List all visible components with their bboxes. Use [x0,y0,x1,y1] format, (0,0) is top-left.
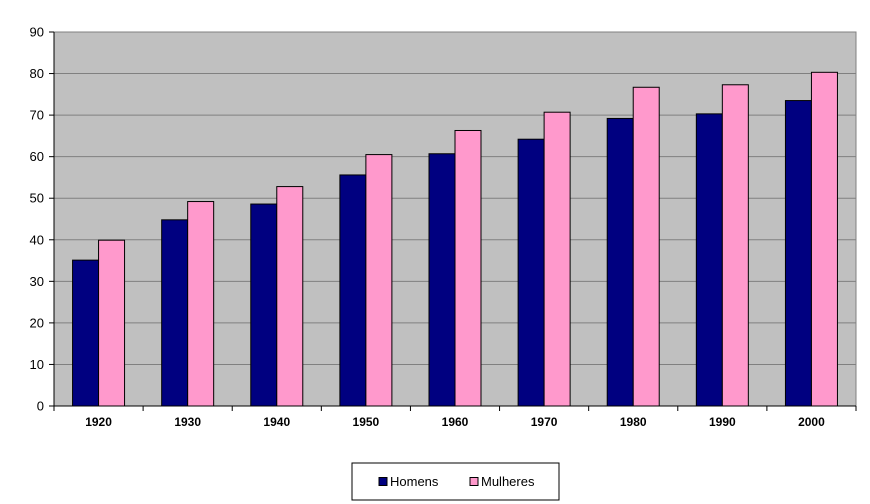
x-tick-label: 1940 [263,415,290,429]
bar-homens-1980 [606,117,634,407]
y-tick-label: 90 [30,25,44,40]
bar-homens-1920 [72,259,100,407]
bar-mulheres-2000 [810,71,838,407]
bar-mulheres-1950 [365,154,393,407]
legend-label-homens: Homens [390,474,439,489]
y-tick-label: 70 [30,108,44,123]
x-tick-label: 1970 [531,415,558,429]
bar-mulheres-1930 [187,201,215,407]
y-tick-label: 0 [37,399,44,414]
bar-mulheres-1960 [454,129,482,407]
y-tick-label: 30 [30,274,44,289]
legend: Homens Mulheres [351,462,560,501]
x-tick-label: 1980 [620,415,647,429]
x-tick-label: 1960 [442,415,469,429]
bars [72,71,838,407]
bar-mulheres-1970 [543,111,571,407]
bar-homens-1960 [428,153,456,407]
y-axis: 0 10 20 30 40 50 60 70 80 90 [30,25,55,414]
y-tick-label: 60 [30,149,44,164]
y-tick-label: 50 [30,191,44,206]
bar-mulheres-1990 [721,84,749,407]
x-tick-label: 1920 [85,415,112,429]
y-tick-label: 10 [30,357,44,372]
bar-homens-1930 [161,219,189,407]
bar-homens-1990 [695,113,723,407]
x-axis: 1920 1930 1940 1950 1960 1970 1980 1990 2000 [53,405,857,429]
bar-homens-2000 [784,100,812,407]
y-tick-label: 20 [30,315,44,330]
x-tick-label: 2000 [798,415,825,429]
legend-swatch-mulheres [469,477,479,486]
bar-homens-1950 [339,174,367,407]
legend-label-mulheres: Mulheres [481,474,535,489]
legend-swatch-homens [378,477,388,486]
x-tick-label: 1950 [353,415,380,429]
bar-homens-1940 [250,203,278,407]
bar-homens-1970 [517,138,545,407]
x-tick-label: 1930 [174,415,201,429]
x-tick-label: 1990 [709,415,736,429]
y-tick-label: 80 [30,66,44,81]
bar-mulheres-1980 [632,86,660,407]
y-tick-label: 40 [30,232,44,247]
bar-mulheres-1940 [276,186,304,407]
bar-mulheres-1920 [98,239,126,407]
